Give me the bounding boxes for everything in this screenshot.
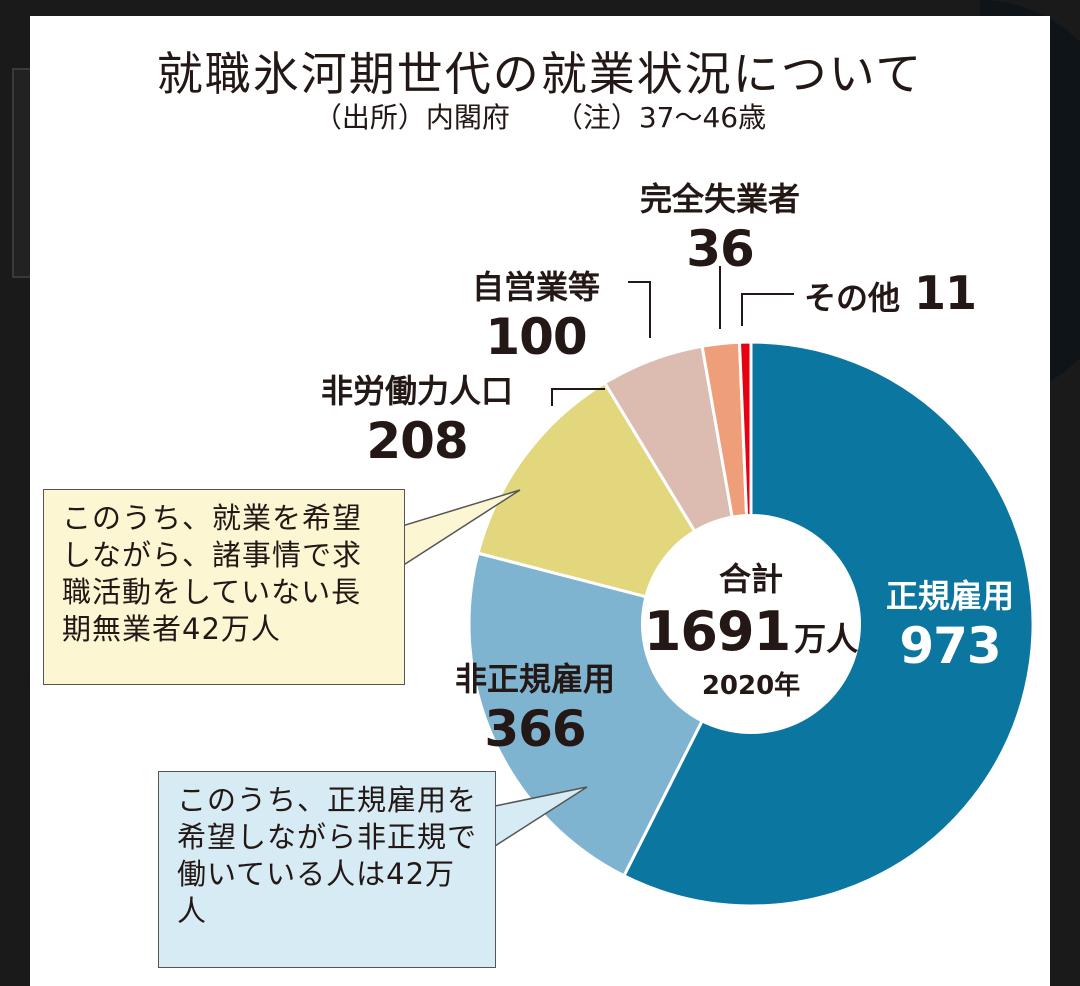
total-value: 1691 bbox=[643, 600, 791, 663]
slice-value: 366 bbox=[484, 700, 586, 758]
callout-non-labor: このうち、就業を希望しながら、諸事情で求職活動をしていない長期無業者42万人 bbox=[43, 489, 405, 685]
slice-label-unemployed: 完全失業者 36 bbox=[620, 174, 820, 278]
total-caption: 合計 bbox=[718, 560, 783, 598]
slice-name: 正規雇用 bbox=[885, 577, 1014, 615]
total-year: 2020年 bbox=[701, 671, 801, 701]
total-label: 合計 1691 万人 2020年 bbox=[641, 554, 861, 702]
slice-name: 非正規雇用 bbox=[454, 660, 615, 698]
total-unit: 万人 bbox=[794, 620, 859, 658]
leader-line-other bbox=[741, 293, 794, 326]
pie-chart bbox=[401, 266, 1035, 908]
slice-name: 完全失業者 bbox=[639, 180, 800, 218]
slice-label-self-employed: 自営業等 100 bbox=[456, 262, 616, 366]
slice-value: 36 bbox=[686, 220, 755, 278]
slice-label-other: その他 11 bbox=[804, 266, 1004, 320]
slice-value: 208 bbox=[366, 412, 468, 470]
slice-name: その他 bbox=[804, 279, 901, 317]
slice-label-non-regular: 非正規雇用 366 bbox=[435, 654, 635, 758]
chart-title: 就職氷河期世代の就業状況について bbox=[156, 47, 924, 101]
slice-label-non-labor: 非労働力人口 208 bbox=[292, 366, 542, 470]
slice-name: 非労働力人口 bbox=[320, 372, 513, 410]
source-note: （出所）内閣府 bbox=[313, 101, 510, 134]
slice-value: 100 bbox=[485, 308, 587, 366]
slice-value: 973 bbox=[899, 617, 1001, 675]
leader-line-non-labor bbox=[551, 388, 605, 406]
slice-value: 11 bbox=[914, 266, 977, 320]
slice-name: 自営業等 bbox=[471, 268, 600, 306]
leader-line-self-employed bbox=[628, 281, 651, 338]
slice-label-regular: 正規雇用 973 bbox=[865, 571, 1035, 675]
age-note: （注）37〜46歳 bbox=[554, 101, 767, 134]
chart-subtitle: （出所）内閣府 （注）37〜46歳 bbox=[30, 96, 1050, 136]
pie-center-hole bbox=[641, 514, 861, 734]
chart-panel: 就職氷河期世代の就業状況について （出所）内閣府 （注）37〜46歳 合計 16… bbox=[30, 16, 1050, 986]
callout-non-regular: このうち、正規雇用を希望しながら非正規で働いている人は42万人 bbox=[158, 771, 496, 968]
